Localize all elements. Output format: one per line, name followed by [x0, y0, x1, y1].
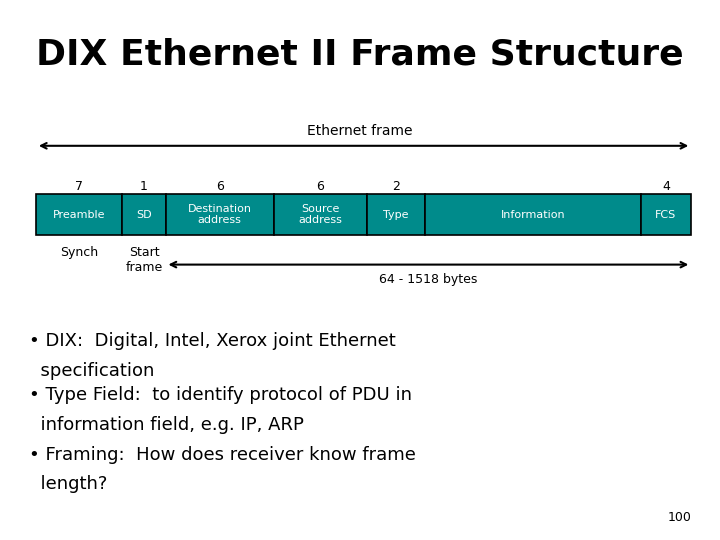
Text: information field, e.g. IP, ARP: information field, e.g. IP, ARP: [29, 416, 304, 434]
Text: 100: 100: [667, 511, 691, 524]
Text: Destination
address: Destination address: [188, 204, 251, 226]
Text: Source
address: Source address: [299, 204, 342, 226]
Text: Preamble: Preamble: [53, 210, 105, 220]
Text: Information: Information: [500, 210, 565, 220]
Text: • Type Field:  to identify protocol of PDU in: • Type Field: to identify protocol of PD…: [29, 386, 412, 404]
Text: 4: 4: [662, 180, 670, 193]
Text: FCS: FCS: [655, 210, 677, 220]
Text: 6: 6: [216, 180, 223, 193]
Text: Synch: Synch: [60, 246, 98, 259]
Text: specification: specification: [29, 362, 154, 380]
Text: Start
frame: Start frame: [125, 246, 163, 274]
Text: 1: 1: [140, 180, 148, 193]
Text: 7: 7: [75, 180, 84, 193]
Text: 2: 2: [392, 180, 400, 193]
Text: Ethernet frame: Ethernet frame: [307, 124, 413, 138]
Text: Type: Type: [383, 210, 409, 220]
Text: 64 - 1518 bytes: 64 - 1518 bytes: [379, 273, 477, 286]
Text: • DIX:  Digital, Intel, Xerox joint Ethernet: • DIX: Digital, Intel, Xerox joint Ether…: [29, 332, 395, 350]
Text: SD: SD: [136, 210, 152, 220]
Text: DIX Ethernet II Frame Structure: DIX Ethernet II Frame Structure: [36, 38, 684, 72]
Text: length?: length?: [29, 475, 107, 493]
Text: • Framing:  How does receiver know frame: • Framing: How does receiver know frame: [29, 446, 415, 463]
Text: 6: 6: [317, 180, 324, 193]
